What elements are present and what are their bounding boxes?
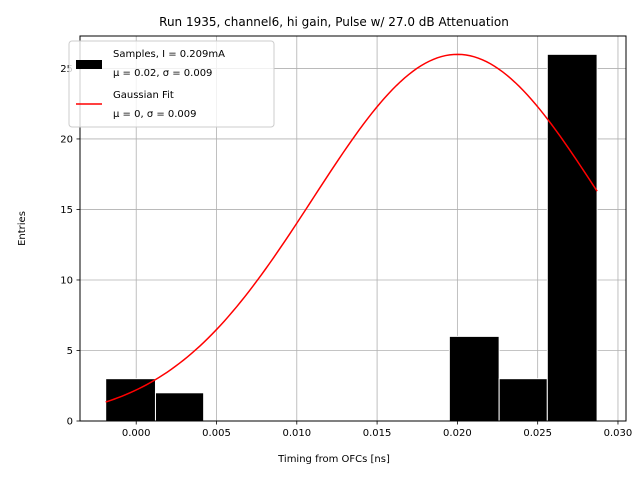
y-tick-label: 0 bbox=[67, 417, 73, 428]
x-tick-label: 0.005 bbox=[202, 428, 231, 439]
histogram-bar bbox=[498, 378, 548, 422]
x-tick-label: 0.025 bbox=[523, 428, 552, 439]
x-axis-label: Timing from OFCs [ns] bbox=[277, 454, 390, 465]
legend-samples-swatch bbox=[76, 60, 102, 69]
legend-fit-label: Gaussian Fit bbox=[113, 90, 174, 101]
legend-samples-label: Samples, I = 0.209mA bbox=[113, 49, 225, 60]
y-tick-label: 10 bbox=[60, 275, 73, 286]
histogram-bar bbox=[546, 53, 598, 422]
histogram-bar bbox=[154, 392, 205, 422]
x-tick-label: 0.010 bbox=[282, 428, 311, 439]
x-tick-label: 0.020 bbox=[443, 428, 472, 439]
y-axis-ticks: 0 5 10 15 20 25 bbox=[60, 64, 80, 428]
histogram-bar bbox=[448, 335, 500, 422]
y-tick-label: 5 bbox=[67, 346, 73, 357]
y-tick-label: 20 bbox=[60, 134, 73, 145]
y-tick-label: 25 bbox=[60, 64, 73, 75]
legend-box bbox=[68, 40, 275, 128]
gaussian-fit-curve bbox=[105, 53, 598, 403]
legend-fit-stats: μ = 0, σ = 0.009 bbox=[113, 109, 197, 120]
grid-lines bbox=[80, 36, 626, 422]
x-axis-ticks: 0.000 0.005 0.010 0.015 0.020 0.025 0.030 bbox=[122, 421, 632, 439]
y-axis-label: Entries bbox=[17, 211, 28, 246]
legend: Samples, I = 0.209mA μ = 0.02, σ = 0.009… bbox=[68, 40, 275, 128]
plot-frame bbox=[79, 35, 627, 422]
x-tick-label: 0.000 bbox=[122, 428, 151, 439]
y-tick-label: 15 bbox=[60, 205, 73, 216]
x-tick-label: 0.030 bbox=[604, 428, 633, 439]
chart-title: Run 1935, channel6, hi gain, Pulse w/ 27… bbox=[159, 15, 509, 29]
gaussian-fit bbox=[105, 53, 598, 403]
legend-samples-stats: μ = 0.02, σ = 0.009 bbox=[113, 68, 212, 79]
x-tick-label: 0.015 bbox=[363, 428, 392, 439]
